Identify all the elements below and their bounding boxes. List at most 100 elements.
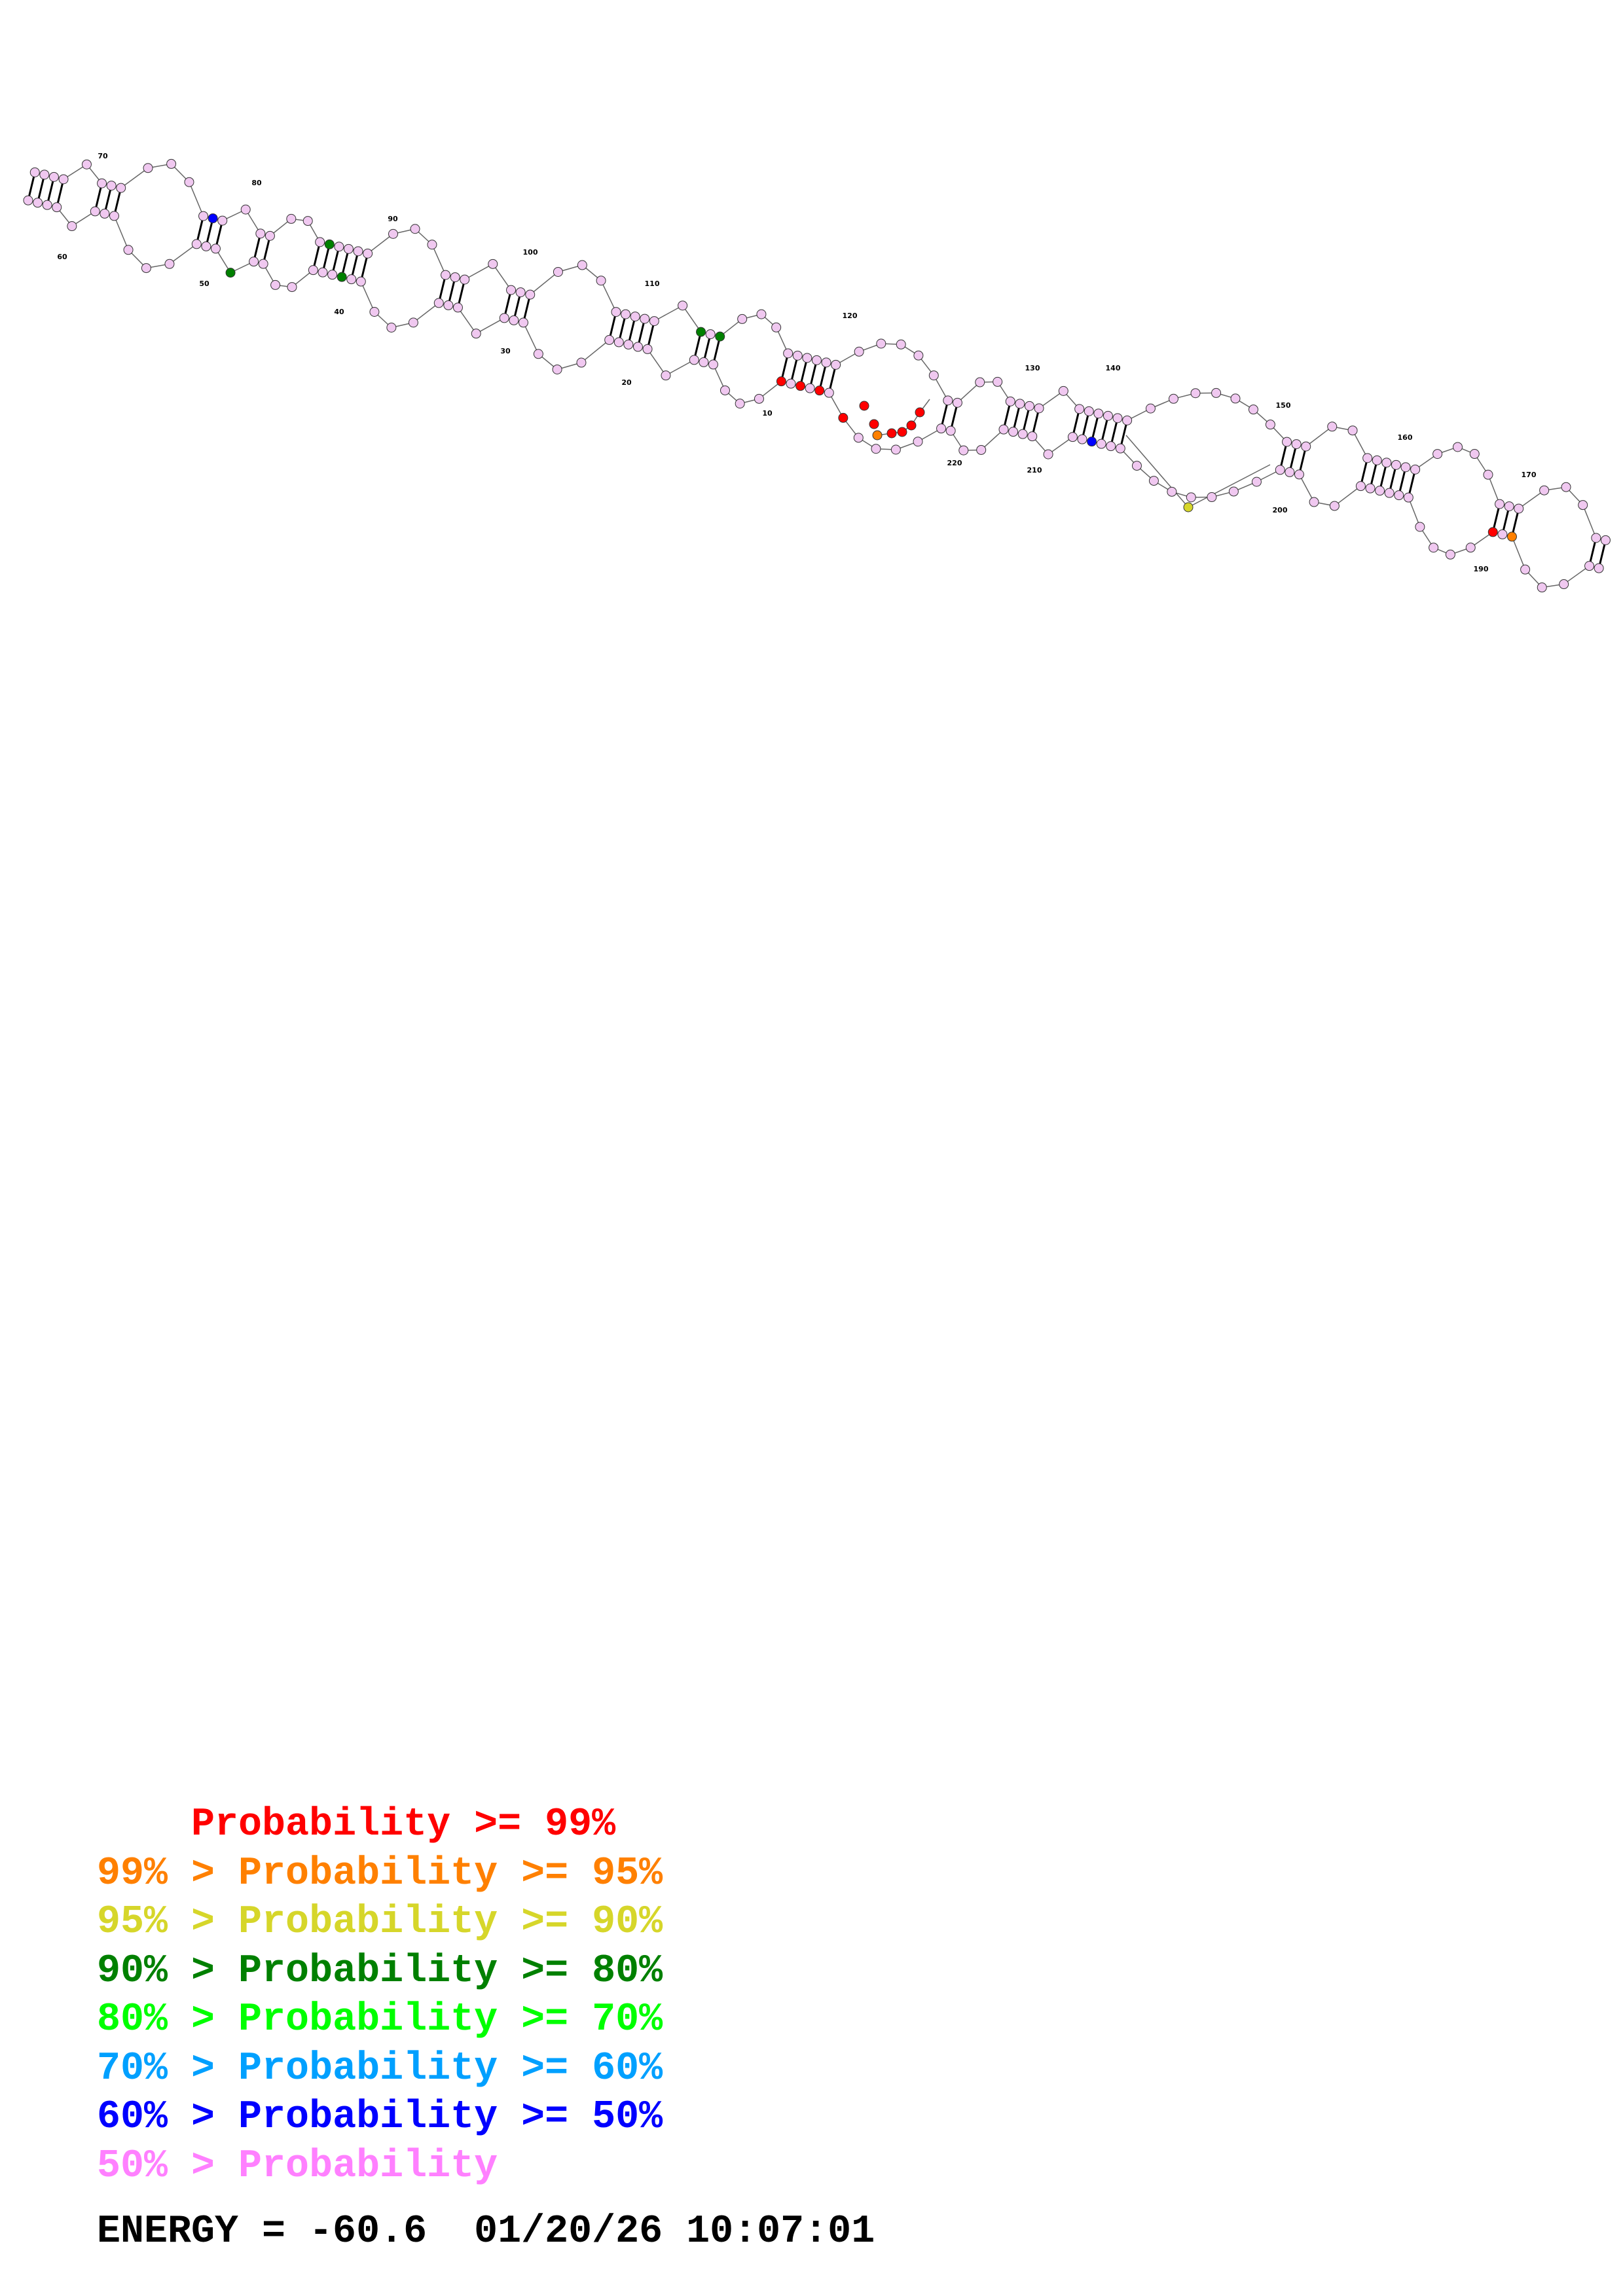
legend-row: 95% > Probability >= 90% [97,1903,663,1942]
nucleotide [831,359,841,370]
nucleotide [1008,427,1019,437]
nucleotide [1469,449,1480,459]
backbone-segment [492,263,512,291]
backbone-segment [1563,565,1590,585]
nucleotide [198,211,209,221]
backbone-segment [120,168,149,188]
legend-row: Probability >= 99% [97,1805,615,1844]
base-pair [514,296,520,316]
nucleotide [1561,482,1571,492]
nucleotide [805,383,815,393]
base-pair [781,357,788,378]
base-pair [1599,544,1606,564]
nucleotide [1329,501,1340,511]
base-pair [1110,422,1118,442]
nucleotide [699,357,709,367]
nucleotide [1122,415,1133,425]
nucleotide [1355,481,1366,492]
base-pair [523,298,530,319]
base-pair [196,220,204,240]
legend-prefix [97,1803,191,1847]
backbone-segment [653,305,683,322]
position-label: 150 [1276,401,1291,410]
base-pair [629,321,635,340]
backbone-segment [464,263,494,280]
base-pair [215,224,223,245]
nucleotide [1381,457,1392,468]
nucleotide [859,401,869,411]
nucleotide [1077,434,1087,444]
nucleotide [1087,437,1097,447]
nucleotide [408,317,418,328]
nucleotide [270,279,281,290]
nucleotide [1483,469,1493,480]
backbone-segment [457,307,477,334]
base-pair [1082,415,1089,435]
backbone-segment [1298,474,1315,503]
base-pair [47,181,54,201]
nucleotide [1005,396,1015,406]
nucleotide [327,270,338,280]
nucleotide [191,239,202,249]
nucleotide [611,307,621,317]
position-label: 130 [1025,364,1040,372]
nucleotide [1015,399,1025,409]
nucleotide [1384,488,1395,498]
nucleotide [324,239,335,249]
base-pair [37,179,45,199]
nucleotide [509,315,519,325]
base-pair [638,323,645,343]
nucleotide [141,263,151,274]
nucleotide [525,289,536,300]
nucleotide [363,248,373,259]
nucleotide [649,316,659,327]
backbone-segment [1518,490,1545,509]
nucleotide [853,433,864,443]
nucleotide [29,167,40,177]
nucleotide [876,338,886,349]
nucleotide [286,213,297,224]
legend-label: Probability >= 95% [238,1851,663,1896]
nucleotide [1365,483,1376,493]
legend-row: 60% > Probability >= 50% [97,2098,663,2137]
nucleotide [123,245,134,255]
backbone-segment [682,305,702,332]
position-label: 30 [500,347,511,355]
nucleotide [998,424,1009,435]
backbone-segment [647,348,666,376]
nucleotide [388,228,398,239]
nucleotide [958,445,969,456]
energy-footer: ENERGY = -60.6 01/20/26 10:07:01 [97,2210,875,2254]
nucleotide [915,407,925,418]
nucleotide [814,386,825,396]
base-pair [1280,446,1287,466]
backbone-segment [189,181,204,217]
base-pair [1379,467,1387,487]
nucleotide [1591,533,1601,543]
nucleotide [258,259,268,269]
legend-row: 80% > Probability >= 70% [97,2000,663,2039]
base-pair [1013,408,1020,428]
legend-prefix: 70% > [97,2046,239,2091]
legend-label: Probability >= 99% [191,1803,616,1847]
nucleotide [488,259,498,269]
nucleotide [1429,543,1439,553]
legend-prefix: 99% > [97,1851,239,1896]
nucleotide [776,376,786,387]
base-pairs [28,176,1606,564]
nucleotide [576,357,587,368]
nucleotide [720,385,730,395]
nucleotide [1301,441,1311,452]
nucleotide [217,215,228,226]
nucleotide [1207,492,1217,503]
base-pair [95,187,102,207]
nucleotide [1251,476,1262,487]
nucleotide [255,228,266,239]
base-pair [28,176,35,196]
nucleotide [1294,469,1304,480]
nucleotide [756,309,767,319]
nucleotide [1145,403,1156,414]
nucleotide [928,370,939,381]
nucleotide [786,378,796,389]
nucleotide [621,309,631,319]
